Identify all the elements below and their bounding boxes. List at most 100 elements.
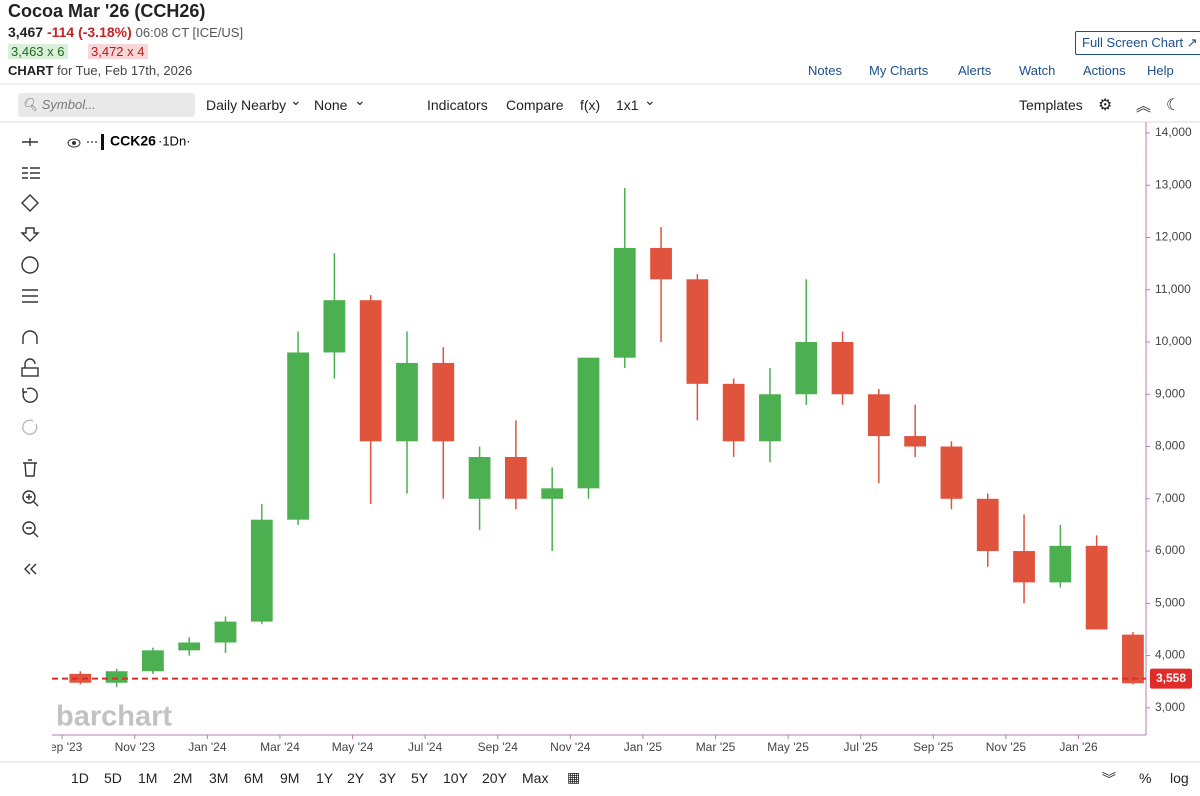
- x-tick-label: Jan '25: [624, 740, 663, 754]
- candle-body: [686, 279, 709, 384]
- y-tick-label: 6,000: [1155, 543, 1185, 557]
- x-tick-label: Sep '25: [913, 740, 954, 754]
- timeframe[interactable]: 2Y: [347, 770, 365, 786]
- x-tick-label: Sep '24: [478, 740, 519, 754]
- chevron[interactable]: ⌄: [290, 92, 302, 108]
- timeframe[interactable]: 3M: [209, 770, 229, 786]
- timeframe[interactable]: 1Y: [316, 770, 334, 786]
- x-tick-label: Sep '23: [42, 740, 83, 754]
- y-tick-label: 4,000: [1155, 648, 1185, 662]
- templates[interactable]: Templates: [1019, 97, 1083, 113]
- y-tick-label: 11,000: [1155, 282, 1191, 296]
- toolbar-item[interactable]: f(x): [580, 97, 601, 113]
- time: 06:08 CT [ICE/US]: [135, 25, 244, 40]
- candle-body: [613, 247, 636, 358]
- candle-body: [105, 671, 128, 683]
- candle-body: [867, 394, 890, 437]
- timeframe[interactable]: 6M: [244, 770, 264, 786]
- legend-name: CCK26: [110, 133, 156, 149]
- candle-body: [541, 488, 564, 499]
- x-tick-label: Jan '26: [1059, 740, 1098, 754]
- candle-body: [142, 650, 164, 672]
- timeframe[interactable]: 1M: [138, 770, 158, 786]
- theme[interactable]: ☾: [1166, 97, 1181, 114]
- y-tick-label: 3,000: [1155, 700, 1185, 714]
- price-label-box: [1150, 668, 1192, 689]
- y-tick-label: 5,000: [1155, 595, 1185, 609]
- toolbar-item[interactable]: Indicators: [427, 97, 488, 113]
- candle-body: [178, 642, 201, 651]
- timeframe[interactable]: 5D: [104, 770, 122, 786]
- candle-body: [468, 456, 491, 499]
- chevron[interactable]: ⌄: [644, 92, 656, 108]
- timeframe[interactable]: Max: [522, 770, 549, 786]
- candle-body: [287, 352, 309, 520]
- candle-body: [359, 300, 382, 442]
- candle-body: [577, 357, 600, 489]
- drawing-tools[interactable]: [20, 138, 40, 575]
- title: Cocoa Mar '26 (CCH26): [8, 1, 206, 21]
- top-link[interactable]: Help: [1147, 63, 1174, 78]
- candle-body: [1085, 545, 1108, 630]
- timeframe[interactable]: 5Y: [411, 770, 429, 786]
- legend-detail: ·1Dn·: [158, 133, 191, 148]
- toolbar-item[interactable]: 1x1: [616, 97, 639, 113]
- top-link[interactable]: My Charts: [869, 63, 929, 78]
- toolbar-item[interactable]: Daily Nearby: [206, 97, 287, 113]
- candle-body: [795, 342, 818, 395]
- candle-body: [69, 673, 92, 683]
- percent-toggle[interactable]: %: [1139, 770, 1152, 786]
- x-tick-label: Mar '24: [260, 740, 300, 754]
- x-tick-label: Jul '24: [408, 740, 443, 754]
- candle-body: [940, 446, 963, 499]
- toolbar-item[interactable]: None: [314, 97, 348, 113]
- change: -114 (-3.18%): [46, 24, 132, 40]
- x-tick-label: Jan '24: [188, 740, 227, 754]
- top-link[interactable]: Notes: [808, 63, 842, 78]
- candle-body: [1013, 551, 1035, 583]
- candle-body: [759, 394, 781, 442]
- label: Full Screen Chart: [1082, 35, 1184, 50]
- legend-icons[interactable]: [67, 134, 104, 150]
- timeframe[interactable]: 2M: [173, 770, 193, 786]
- placeholder: Symbol...: [41, 97, 96, 112]
- candle-body: [904, 436, 927, 447]
- toolbar-item[interactable]: Compare: [506, 97, 564, 113]
- timeframe[interactable]: 9M: [280, 770, 300, 786]
- collapse[interactable]: ︽: [1136, 98, 1152, 115]
- expand[interactable]: ︾: [1102, 771, 1116, 787]
- y-tick-label: 7,000: [1155, 491, 1185, 505]
- calendar[interactable]: ▦: [567, 769, 581, 785]
- timeframe[interactable]: 3Y: [379, 770, 397, 786]
- ask: 3,472 x 4: [88, 44, 148, 59]
- candle-body: [250, 519, 273, 622]
- candle-body: [722, 383, 745, 442]
- log-toggle[interactable]: log: [1170, 770, 1189, 786]
- settings[interactable]: ⚙: [1098, 97, 1113, 114]
- chart-info: CHART for Tue, Feb 17th, 2026: [8, 63, 192, 78]
- candle-body: [432, 362, 455, 442]
- chart-label: CHART: [8, 63, 54, 78]
- timeframe[interactable]: 20Y: [482, 770, 507, 786]
- x-tick-label: Nov '24: [550, 740, 591, 754]
- x-axis: Sep '23 Nov '23 Jan '24 Mar '24 May '24 Jul '…: [42, 735, 1098, 754]
- chevron[interactable]: ⌄: [354, 92, 366, 108]
- y-tick-label: 9,000: [1155, 386, 1185, 400]
- y-tick-label: 12,000: [1155, 230, 1192, 244]
- candle-body: [1049, 545, 1072, 583]
- x-tick-label: Nov '25: [986, 740, 1027, 754]
- chart-date: for Tue, Feb 17th, 2026: [57, 63, 193, 78]
- timeframe[interactable]: 10Y: [443, 770, 468, 786]
- symbol-search[interactable]: 🔍︎ Symbol...: [18, 93, 195, 117]
- x-tick-label: May '24: [332, 740, 374, 754]
- full-screen-button[interactable]: Full Screen Chart ↗: [1075, 31, 1200, 55]
- top-link[interactable]: Alerts: [958, 63, 992, 78]
- x-tick-label: Mar '25: [696, 740, 736, 754]
- y-tick-label: 14,000: [1155, 125, 1192, 139]
- timeframe[interactable]: 1D: [71, 770, 89, 786]
- top-link[interactable]: Actions: [1083, 63, 1126, 78]
- watermark: barchart: [56, 701, 172, 733]
- candle-body: [504, 456, 527, 499]
- top-link[interactable]: Watch: [1019, 63, 1056, 78]
